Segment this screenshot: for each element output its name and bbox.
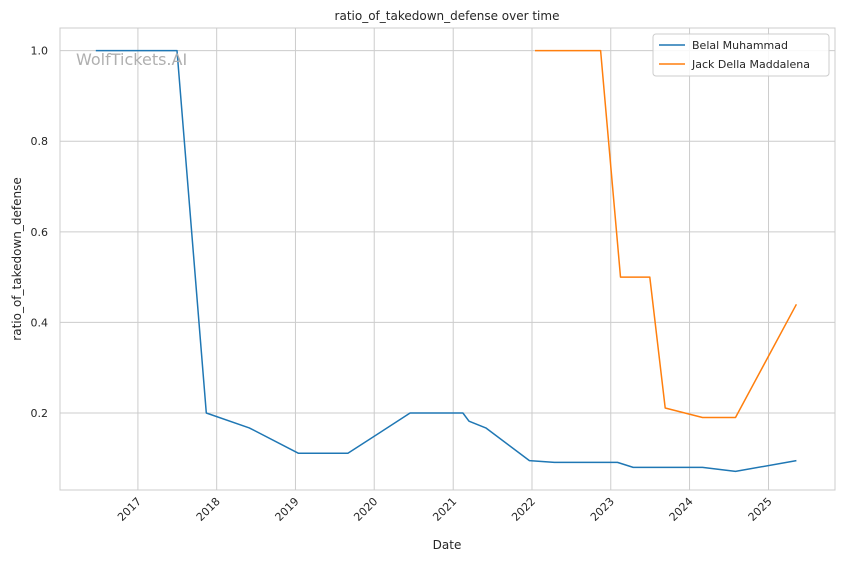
chart-title: ratio_of_takedown_defense over time [335, 9, 560, 23]
legend: Belal Muhammad Jack Della Maddalena [652, 33, 830, 77]
x-tick-label: 2021 [430, 495, 459, 524]
x-tick-label: 2018 [194, 495, 223, 524]
series-line-jack-della-maddalena [535, 49, 798, 419]
y-tick-label: 0.8 [31, 135, 49, 148]
x-tick-label: 2025 [746, 495, 775, 524]
grid-lines [60, 28, 835, 490]
x-tick-label: 2022 [509, 495, 538, 524]
y-tick-label: 0.6 [31, 226, 49, 239]
x-axis-title: Date [433, 538, 462, 552]
y-tick-label: 0.4 [31, 316, 49, 329]
watermark: WolfTickets.AI [76, 50, 187, 69]
legend-box [652, 33, 830, 77]
series-line-belal-muhammad [95, 49, 797, 473]
y-tick-label: 1.0 [31, 45, 49, 58]
legend-label-belal: Belal Muhammad [692, 39, 788, 52]
y-tick-label: 0.2 [31, 407, 49, 420]
series-lines [95, 49, 798, 473]
x-tick-labels: 2017 2018 2019 2020 2021 2022 2023 2024 2025 [115, 495, 775, 524]
y-tick-labels: 0.2 0.4 0.6 0.8 1.0 [31, 45, 49, 420]
x-tick-label: 2019 [273, 495, 302, 524]
x-tick-label: 2017 [115, 495, 144, 524]
x-tick-label: 2023 [588, 495, 617, 524]
x-tick-label: 2020 [351, 495, 380, 524]
plot-area-frame [59, 27, 836, 491]
x-tick-label: 2024 [667, 495, 696, 524]
legend-label-jack: Jack Della Maddalena [691, 58, 810, 71]
y-axis-title: ratio_of_takedown_defense [10, 177, 24, 340]
